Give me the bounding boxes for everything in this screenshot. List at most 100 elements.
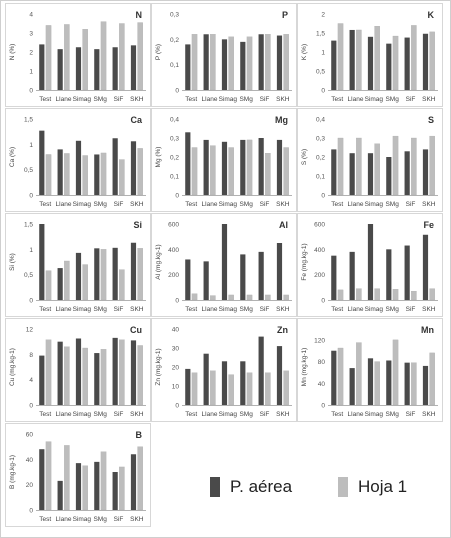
bar-k-p-a-rea-llane: [349, 29, 355, 90]
x-tick-label: SMg: [239, 411, 253, 418]
bar-n-p-a-rea-smg: [94, 49, 100, 90]
y-tick-label: 0,3: [170, 12, 179, 19]
bar-cu-hoja-1-smg: [100, 349, 107, 406]
bar-si-p-a-rea-llane: [57, 268, 63, 300]
x-tick-label: SMg: [93, 201, 107, 208]
y-tick-label: 1,5: [316, 31, 325, 38]
chart-title: B: [136, 430, 143, 440]
y-axis-label: S (%): [301, 149, 308, 165]
bar-b-p-a-rea-simag: [75, 463, 82, 510]
y-tick-label: 1: [29, 247, 33, 254]
x-tick-label: Llane: [202, 306, 218, 313]
y-tick-label: 200: [168, 272, 179, 279]
chart-svg-mg: Mg Mg (%) 0 0,1 0,2 0,3 0,4 Test Llane Simag SMg Si…: [155, 115, 292, 208]
bar-fe-p-a-rea-sif: [404, 245, 410, 300]
x-tick-label: Simag: [365, 201, 384, 208]
bar-fe-hoja-1-simag: [374, 288, 380, 301]
bar-p-p-a-rea-llane: [203, 34, 209, 90]
bar-ca-hoja-1-smg: [100, 152, 107, 196]
y-tick-label: 4: [29, 377, 33, 384]
x-tick-label: SKH: [276, 96, 290, 103]
bar-mg-hoja-1-skh: [283, 147, 289, 196]
bar-fe-p-a-rea-skh: [422, 234, 429, 300]
x-tick-label: Llane: [202, 201, 218, 208]
chart-title: N: [136, 10, 143, 20]
bar-si-hoja-1-test: [45, 270, 52, 301]
chart-panel-k: K K (%) 0 0,5 1 1,5 2 Test Llane Simag SMg SiF SKH: [297, 3, 443, 107]
chart-panel-ca: Ca Ca (%) 0 0,5 1 1,5 Test Llane Simag SMg SiF SKH: [5, 108, 151, 212]
chart-svg-al: Al Al (mg.kg-1) 0 200 400 600 Test Llane Simag SM…: [155, 220, 292, 313]
y-tick-label: 40: [26, 457, 34, 464]
x-tick-label: Simag: [219, 201, 238, 208]
x-tick-label: SiF: [260, 96, 270, 103]
x-tick-label: SKH: [422, 201, 436, 208]
x-tick-label: Llane: [348, 96, 364, 103]
bar-k-p-a-rea-smg: [386, 43, 392, 90]
x-tick-label: SMg: [385, 306, 399, 313]
legend-swatch-hoja-1: [338, 477, 348, 497]
legend-item-hoja-1: Hoja 1: [338, 472, 407, 502]
bar-zn-p-a-rea-smg: [240, 361, 246, 405]
chart-title: Cu: [130, 325, 142, 335]
bar-al-p-a-rea-simag: [221, 224, 228, 300]
bar-p-hoja-1-test: [191, 34, 198, 91]
y-tick-label: 0,1: [170, 174, 179, 181]
x-tick-label: Test: [185, 411, 197, 418]
y-tick-label: 0,3: [316, 136, 325, 143]
bar-al-hoja-1-test: [191, 293, 198, 301]
bar-ca-hoja-1-simag: [82, 155, 88, 196]
bar-k-hoja-1-simag: [374, 26, 380, 91]
y-tick-label: 0: [29, 88, 33, 95]
bar-al-p-a-rea-sif: [258, 251, 264, 300]
chart-title: Al: [279, 220, 288, 230]
bar-k-p-a-rea-sif: [404, 37, 410, 90]
y-tick-label: 1,5: [24, 117, 33, 124]
bar-al-hoja-1-smg: [246, 294, 253, 301]
y-axis-label: K (%): [301, 44, 308, 60]
bar-al-p-a-rea-skh: [276, 243, 283, 300]
bar-b-hoja-1-smg: [100, 451, 107, 511]
y-tick-label: 0: [175, 298, 179, 305]
bar-s-p-a-rea-smg: [386, 157, 392, 195]
y-tick-label: 0,4: [170, 117, 179, 124]
y-tick-label: 0,2: [316, 155, 325, 162]
x-tick-label: SMg: [93, 96, 107, 103]
bar-k-p-a-rea-skh: [422, 33, 429, 90]
x-tick-label: Simag: [73, 411, 92, 418]
bar-si-p-a-rea-simag: [75, 252, 82, 300]
bar-al-p-a-rea-llane: [203, 261, 209, 300]
bar-fe-hoja-1-llane: [356, 288, 362, 301]
x-tick-label: Llane: [348, 306, 364, 313]
bar-ca-p-a-rea-test: [39, 130, 45, 195]
bar-n-hoja-1-test: [45, 25, 52, 91]
bar-mg-p-a-rea-simag: [221, 141, 228, 195]
x-tick-label: SKH: [276, 201, 290, 208]
legend-label-p-aerea: P. aérea: [230, 477, 293, 496]
y-tick-label: 0: [29, 298, 33, 305]
x-tick-label: SKH: [422, 306, 436, 313]
bar-zn-hoja-1-test: [191, 372, 198, 406]
chart-svg-ca: Ca Ca (%) 0 0,5 1 1,5 Test Llane Simag SMg SiF SKH: [9, 115, 146, 208]
x-tick-label: SKH: [130, 201, 144, 208]
x-tick-label: SiF: [260, 306, 270, 313]
x-tick-label: Test: [185, 306, 197, 313]
x-tick-label: Simag: [73, 201, 92, 208]
bar-cu-p-a-rea-test: [39, 355, 45, 405]
bar-ca-hoja-1-test: [45, 154, 52, 196]
x-tick-label: Llane: [202, 96, 218, 103]
bar-cu-hoja-1-simag: [82, 347, 88, 406]
bar-ca-p-a-rea-llane: [57, 149, 63, 195]
y-axis-label: Si (%): [9, 253, 16, 271]
y-tick-label: 0,3: [170, 136, 179, 143]
bar-zn-p-a-rea-skh: [276, 346, 283, 405]
x-tick-label: Test: [331, 411, 343, 418]
x-tick-label: Llane: [348, 411, 364, 418]
x-tick-label: Simag: [365, 306, 384, 313]
bar-cu-p-a-rea-simag: [75, 338, 82, 405]
chart-panel-si: Si Si (%) 0 0,5 1 1,5 Test Llane Simag SMg SiF SKH: [5, 213, 151, 317]
chart-panel-s: S S (%) 0 0,1 0,2 0,3 0,4 Test Llane Simag SMg SiF S…: [297, 108, 443, 212]
bar-ca-p-a-rea-smg: [94, 154, 100, 195]
x-tick-label: SiF: [406, 411, 416, 418]
bar-fe-p-a-rea-simag: [367, 224, 374, 300]
bar-zn-p-a-rea-simag: [221, 361, 228, 405]
